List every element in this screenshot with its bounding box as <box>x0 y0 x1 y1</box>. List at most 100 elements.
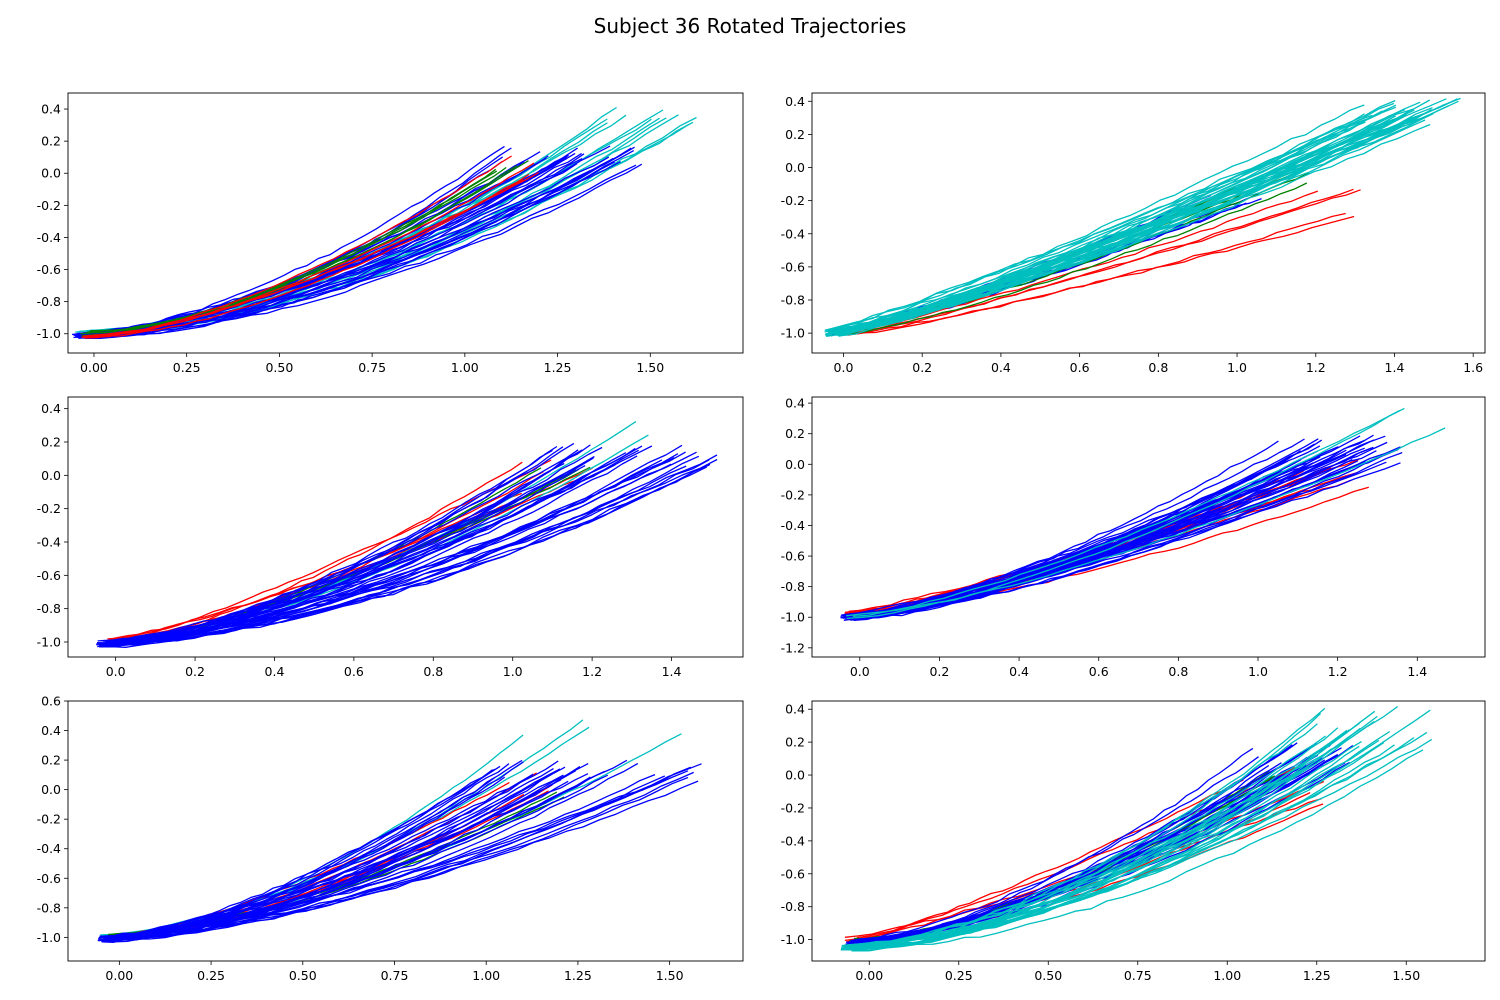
y-tick-label: -0.4 <box>37 535 61 550</box>
x-tick-label: 1.25 <box>564 968 592 983</box>
trajectory-group <box>840 407 1446 621</box>
axes-frame <box>811 396 1486 658</box>
trajectory-line-blue <box>85 156 610 337</box>
x-tick-label: 0.2 <box>185 664 205 679</box>
trajectory-line-cyan <box>851 731 1428 952</box>
axes-frame <box>811 700 1486 962</box>
x-tick-label: 0.4 <box>1009 664 1029 679</box>
trajectory-line-cyan <box>852 409 1401 617</box>
x-tick-label: 1.4 <box>1385 360 1405 375</box>
trajectory-line-cyan <box>841 730 1391 951</box>
trajectory-line-red <box>848 464 1344 612</box>
y-tick-label: -0.6 <box>781 259 805 274</box>
x-tick-label: 0.75 <box>1124 968 1152 983</box>
trajectory-line-green <box>89 165 518 332</box>
trajectory-line-blue <box>103 768 496 937</box>
trajectory-line-blue <box>108 445 558 643</box>
trajectory-line-cyan <box>852 723 1318 947</box>
y-tick-label: 0.4 <box>785 702 805 717</box>
trajectory-line-blue <box>845 754 1319 945</box>
trajectory-line-cyan <box>830 99 1396 337</box>
axes-frame <box>67 92 744 354</box>
trajectory-line-blue <box>849 455 1384 617</box>
y-tick-label: -0.4 <box>37 230 61 245</box>
trajectory-line-blue <box>845 755 1317 944</box>
trajectory-line-blue <box>97 452 627 646</box>
trajectory-line-cyan <box>89 118 608 337</box>
trajectory-line-cyan <box>101 733 682 937</box>
y-tick-label: -0.8 <box>37 294 61 309</box>
trajectory-group <box>97 719 702 943</box>
trajectory-line-blue <box>103 444 591 646</box>
y-tick-label: 0.4 <box>41 102 61 117</box>
y-tick-label: 0.4 <box>41 723 61 738</box>
trajectory-line-blue <box>107 459 710 645</box>
x-tick-label: 0.00 <box>105 968 133 983</box>
trajectory-line-blue <box>82 147 632 337</box>
trajectory-line-blue <box>101 773 589 938</box>
y-tick-label: -0.6 <box>37 262 61 277</box>
axes-frame <box>811 92 1486 354</box>
x-tick-label: 0.8 <box>1168 664 1188 679</box>
y-tick-label: -1.2 <box>781 640 805 655</box>
trajectory-line-cyan <box>824 106 1397 331</box>
y-tick-label: -0.6 <box>37 871 61 886</box>
x-tick-label: 1.50 <box>1392 968 1420 983</box>
trajectory-line-cyan <box>103 734 524 937</box>
trajectory-line-blue <box>97 462 565 642</box>
trajectory-line-blue <box>97 442 575 645</box>
trajectory-group <box>71 106 697 340</box>
x-tick-label: 1.2 <box>582 664 602 679</box>
trajectory-line-blue <box>98 776 496 939</box>
trajectory-line-blue <box>82 157 568 336</box>
x-tick-label: 1.50 <box>656 968 684 983</box>
trajectory-line-cyan <box>75 114 627 333</box>
x-tick-label: 1.2 <box>1306 360 1326 375</box>
y-tick-label: 0.4 <box>785 396 805 411</box>
y-tick-label: -0.4 <box>781 833 805 848</box>
trajectory-line-red <box>84 173 530 339</box>
trajectory-line-blue <box>108 446 564 646</box>
trajectory-line-blue <box>846 445 1321 617</box>
trajectory-line-cyan <box>89 116 697 335</box>
y-tick-label: 0.2 <box>785 735 805 750</box>
trajectory-line-red <box>81 179 524 339</box>
trajectory-line-cyan <box>846 738 1433 946</box>
trajectory-line-cyan <box>827 114 1407 334</box>
trajectory-line-blue <box>851 456 1307 621</box>
trajectory-line-cyan <box>844 705 1399 946</box>
trajectory-line-blue <box>843 447 1365 621</box>
x-tick-label: 1.2 <box>1328 664 1348 679</box>
trajectory-line-cyan <box>79 106 617 332</box>
x-tick-label: 0.25 <box>173 360 201 375</box>
x-tick-label: 1.0 <box>503 664 523 679</box>
y-tick-label: 0.4 <box>41 401 61 416</box>
trajectory-line-blue <box>844 447 1372 619</box>
y-tick-label: -1.0 <box>37 635 61 650</box>
x-tick-label: 0.50 <box>289 968 317 983</box>
x-tick-label: 1.4 <box>1407 664 1427 679</box>
y-tick-label: 0.2 <box>41 134 61 149</box>
trajectory-line-blue <box>847 756 1308 945</box>
y-tick-label: -0.8 <box>37 900 61 915</box>
trajectory-line-cyan <box>88 122 608 336</box>
trajectory-line-blue <box>100 463 672 644</box>
y-tick-label: 0.0 <box>41 782 61 797</box>
y-tick-label: -0.4 <box>781 226 805 241</box>
trajectory-line-cyan <box>108 719 584 941</box>
y-tick-label: -0.2 <box>781 800 805 815</box>
trajectory-line-blue <box>856 741 1318 944</box>
trajectory-line-cyan <box>849 721 1375 950</box>
y-tick-label: -0.6 <box>781 866 805 881</box>
trajectory-line-red <box>844 215 1355 336</box>
trajectory-line-blue <box>848 742 1298 945</box>
x-tick-label: 0.00 <box>80 360 108 375</box>
x-tick-label: 0.75 <box>381 968 409 983</box>
trajectory-line-blue <box>851 752 1304 946</box>
trajectory-line-cyan <box>853 749 1424 952</box>
trajectory-line-blue <box>851 744 1331 945</box>
subplot-2: 0.0 0.2 0.4 0.6 0.8 1.0 1.2 1.4 1.6 -1.0 -0.8 -0.6 -… <box>781 92 1486 375</box>
y-tick-label: 0.0 <box>785 457 805 472</box>
trajectory-line-cyan <box>846 407 1405 620</box>
x-tick-label: 0.50 <box>1034 968 1062 983</box>
